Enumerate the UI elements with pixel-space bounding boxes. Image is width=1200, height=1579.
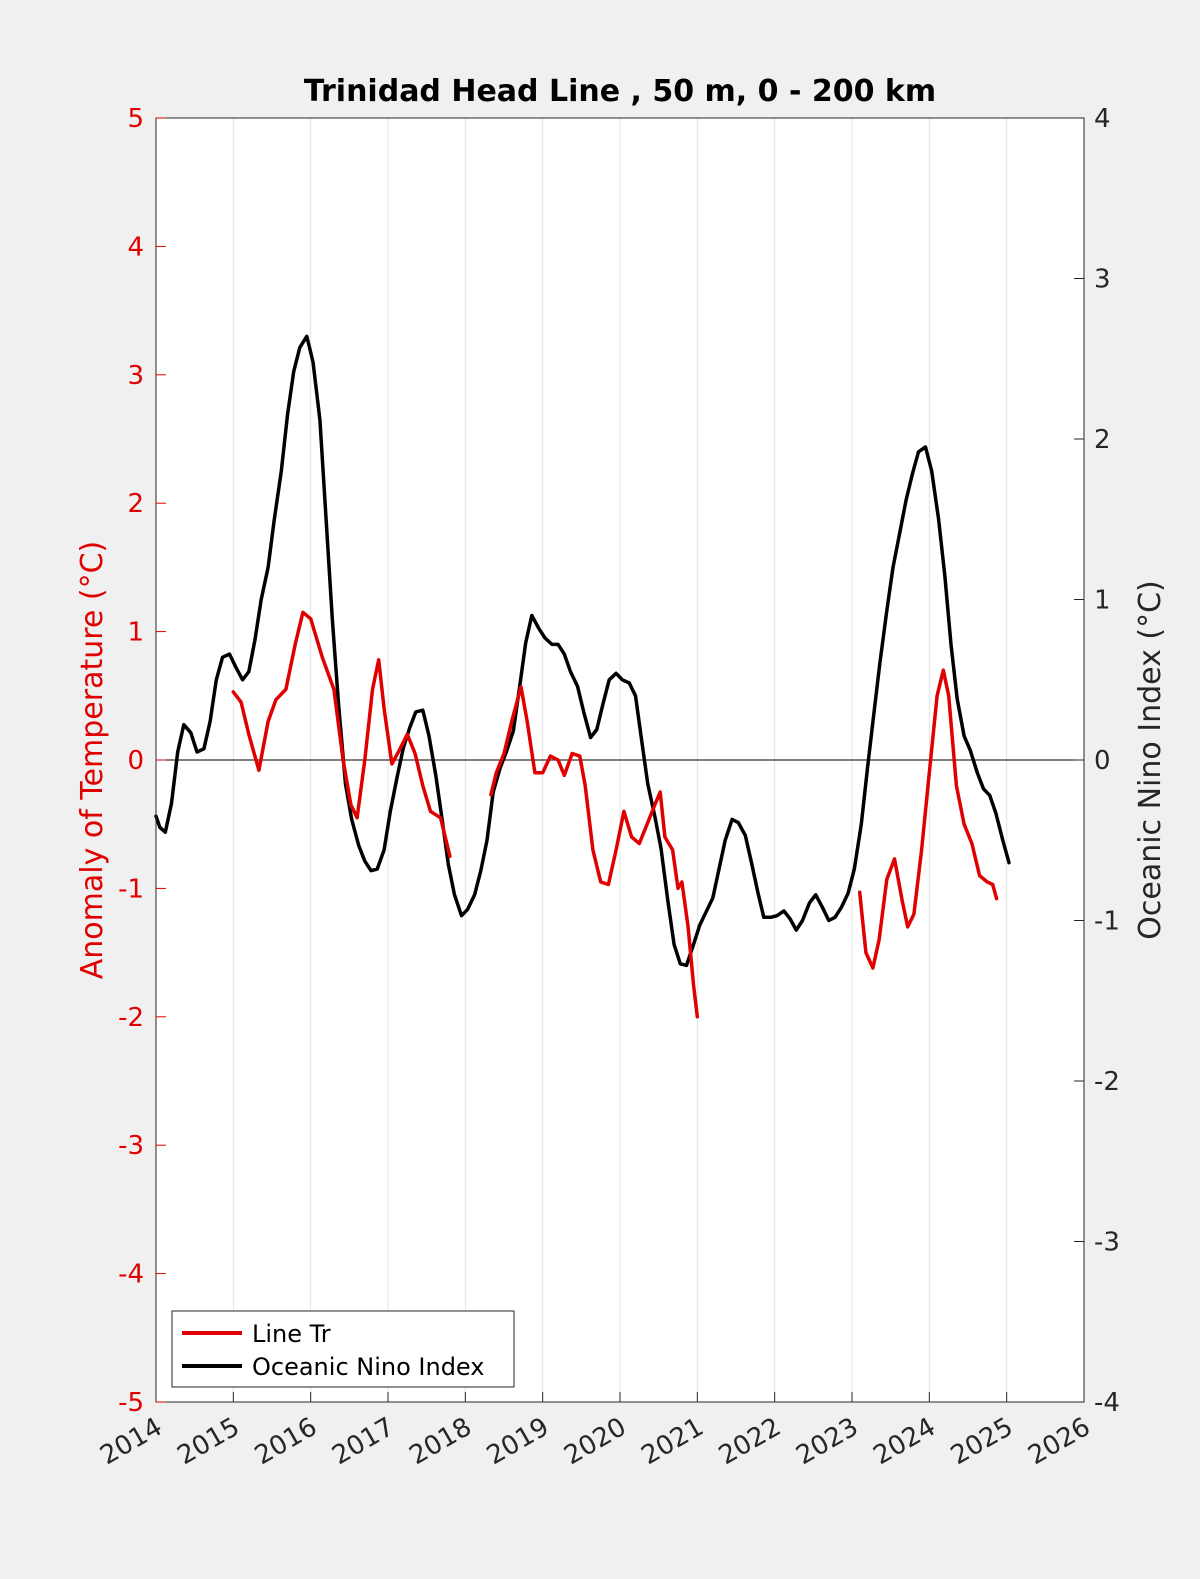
x-tick-label: 2020 <box>559 1412 631 1471</box>
oni-series-line <box>154 334 1011 968</box>
y-right-tick-label: 4 <box>1094 104 1111 134</box>
x-tick-label: 2017 <box>327 1412 399 1471</box>
y-right-tick-label: -1 <box>1094 907 1120 937</box>
y-left-tick-label: -2 <box>118 1003 144 1033</box>
legend-box <box>171 1310 515 1388</box>
x-tick-label: 2023 <box>791 1412 863 1471</box>
x-tick-label: 2019 <box>482 1412 554 1471</box>
y-left-tick-label: 2 <box>127 489 144 519</box>
y-axis-right-label: Oceanic Nino Index (°C) <box>1133 580 1168 940</box>
y-left-tick-label: 3 <box>127 361 144 391</box>
y-right-tick-label: -2 <box>1094 1067 1120 1097</box>
y-left-tick-label: -5 <box>118 1388 144 1418</box>
y-right-tick-label: 0 <box>1094 746 1111 776</box>
x-tick-label: 2026 <box>1023 1412 1095 1471</box>
y-left-tick-label: -4 <box>118 1260 144 1290</box>
y-right-tick-label: 1 <box>1094 586 1111 616</box>
y-axis-right-ticks: 4 3 2 1 0 -1 -2 -3 -4 <box>1074 104 1120 1418</box>
y-right-tick-label: -4 <box>1094 1388 1120 1418</box>
y-right-tick-label: -3 <box>1094 1228 1120 1258</box>
y-left-tick-label: 1 <box>127 618 144 648</box>
y-left-tick-label: 0 <box>127 746 144 776</box>
y-left-tick-label: 4 <box>127 232 144 262</box>
y-left-tick-label: 5 <box>127 104 144 134</box>
chart-title: Trinidad Head Line , 50 m, 0 - 200 km <box>304 74 936 109</box>
y-right-tick-label: 3 <box>1094 265 1111 295</box>
y-left-tick-label: -3 <box>118 1131 144 1161</box>
y-axis-left-ticks: 5 4 3 2 1 0 -1 -2 -3 -4 -5 <box>118 104 166 1418</box>
x-tick-label: 2024 <box>869 1412 941 1471</box>
line-tr-series-line <box>857 668 999 970</box>
legend-label-line-tr: Line Tr <box>252 1320 331 1348</box>
x-tick-label: 2018 <box>405 1412 477 1471</box>
line-tr-series-line <box>231 610 452 859</box>
x-tick-label: 2016 <box>250 1412 322 1471</box>
x-tick-label: 2022 <box>714 1412 786 1471</box>
line-tr-series-line <box>489 685 700 1019</box>
x-tick-label: 2021 <box>637 1412 709 1471</box>
y-left-tick-label: -1 <box>118 874 144 904</box>
x-tick-label: 2014 <box>95 1412 167 1471</box>
x-tick-label: 2015 <box>173 1412 245 1471</box>
y-axis-left-label: Anomaly of Temperature (°C) <box>75 541 110 980</box>
legend: Line Tr Oceanic Nino Index <box>171 1310 515 1388</box>
x-tick-label: 2025 <box>946 1412 1018 1471</box>
series-layer <box>154 334 1011 1019</box>
x-axis-ticks: 2014 2015 2016 2017 2018 2019 2020 2021 2022 2023… <box>95 1392 1096 1471</box>
legend-label-oni: Oceanic Nino Index <box>252 1353 484 1381</box>
y-right-tick-label: 2 <box>1094 425 1111 455</box>
